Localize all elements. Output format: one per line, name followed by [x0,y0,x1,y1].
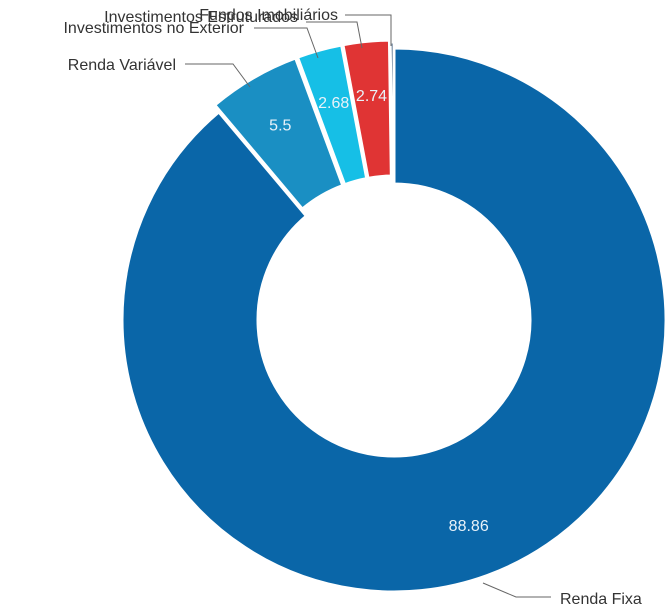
leader-line [254,27,319,59]
slice-renda-variavel[interactable] [213,56,345,211]
value-label: 2.74 [356,88,387,105]
donut-slices [120,38,668,594]
value-label: 88.86 [449,518,489,535]
leader-lines [185,14,551,598]
category-label: Renda Variável [68,57,176,74]
category-label: Fundos Imobiliários [199,7,338,24]
slice-renda-fixa[interactable] [120,46,668,594]
leader-line [482,582,551,598]
value-label: 5.5 [269,118,291,135]
category-label: Investimentos Estruturados [104,9,298,26]
leader-line [345,14,392,46]
category-labels: Renda Fixa Renda Variável Investimentos no… [63,7,641,608]
value-labels: 88.86 5.5 2.68 2.74 [269,88,489,535]
category-label: Renda Fixa [560,591,642,608]
leader-line [185,63,251,88]
slice-fundos-imobiliarios[interactable] [388,40,396,180]
leader-line [306,21,363,49]
value-label: 2.68 [318,95,349,112]
category-label: Investimentos no Exterior [63,20,244,37]
